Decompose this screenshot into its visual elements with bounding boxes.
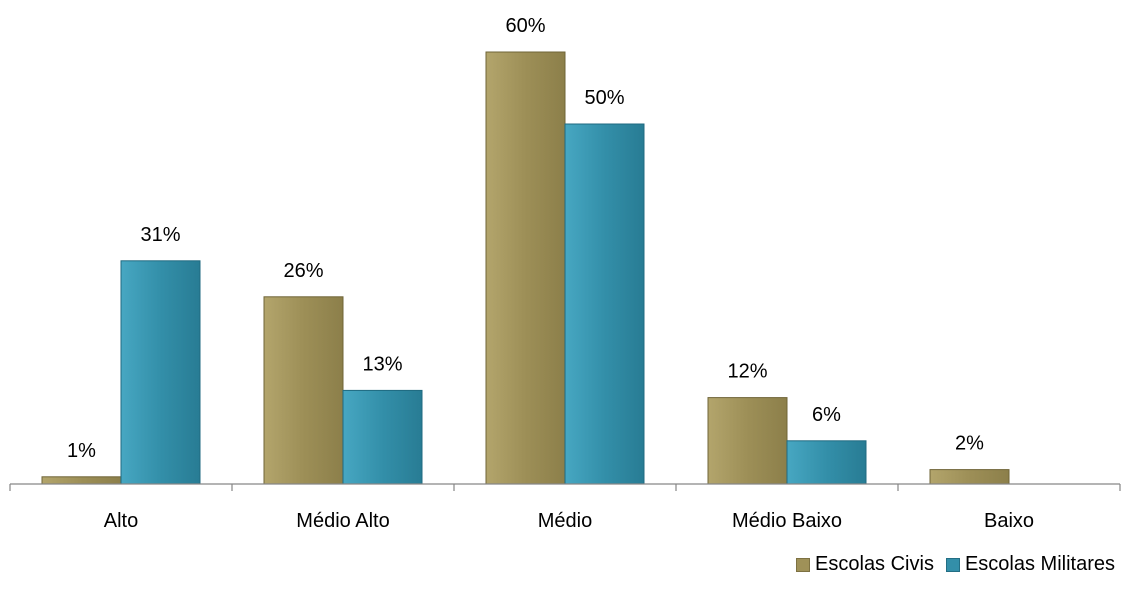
data-label-civis-0: 1% — [67, 440, 96, 462]
data-label-militares-3: 6% — [812, 404, 841, 426]
data-label-civis-2: 60% — [505, 15, 545, 37]
bar-militares-3 — [786, 440, 867, 485]
legend-item-civis: Escolas Civis — [796, 553, 934, 576]
bar-civis-3 — [707, 397, 788, 485]
category-label-0: Alto — [104, 510, 138, 532]
bar-militares-2 — [564, 123, 645, 485]
legend-label-civis: Escolas Civis — [815, 553, 934, 575]
category-label-1: Médio Alto — [296, 510, 389, 532]
bar-civis-1 — [263, 296, 344, 485]
category-label-2: Médio — [538, 510, 592, 532]
bar-militares-0 — [120, 260, 201, 485]
data-label-militares-0: 31% — [140, 224, 180, 246]
bar-civis-4 — [929, 469, 1010, 485]
data-label-militares-1: 13% — [362, 353, 402, 375]
category-label-3: Médio Baixo — [732, 510, 842, 532]
legend-label-militares: Escolas Militares — [964, 553, 1115, 575]
data-label-civis-4: 2% — [955, 433, 984, 455]
legend-item-militares: Escolas Militares — [945, 553, 1115, 576]
data-label-militares-2: 50% — [584, 87, 624, 109]
bar-militares-1 — [342, 389, 423, 485]
legend-swatch-civis — [796, 557, 811, 572]
legend-swatch-militares — [945, 557, 960, 572]
legend: Escolas Civis Escolas Militares — [784, 553, 1115, 576]
bar-civis-0 — [41, 476, 122, 485]
bar-civis-2 — [485, 51, 566, 485]
data-label-civis-1: 26% — [283, 260, 323, 282]
data-label-civis-3: 12% — [727, 361, 767, 383]
category-label-4: Baixo — [984, 510, 1034, 532]
